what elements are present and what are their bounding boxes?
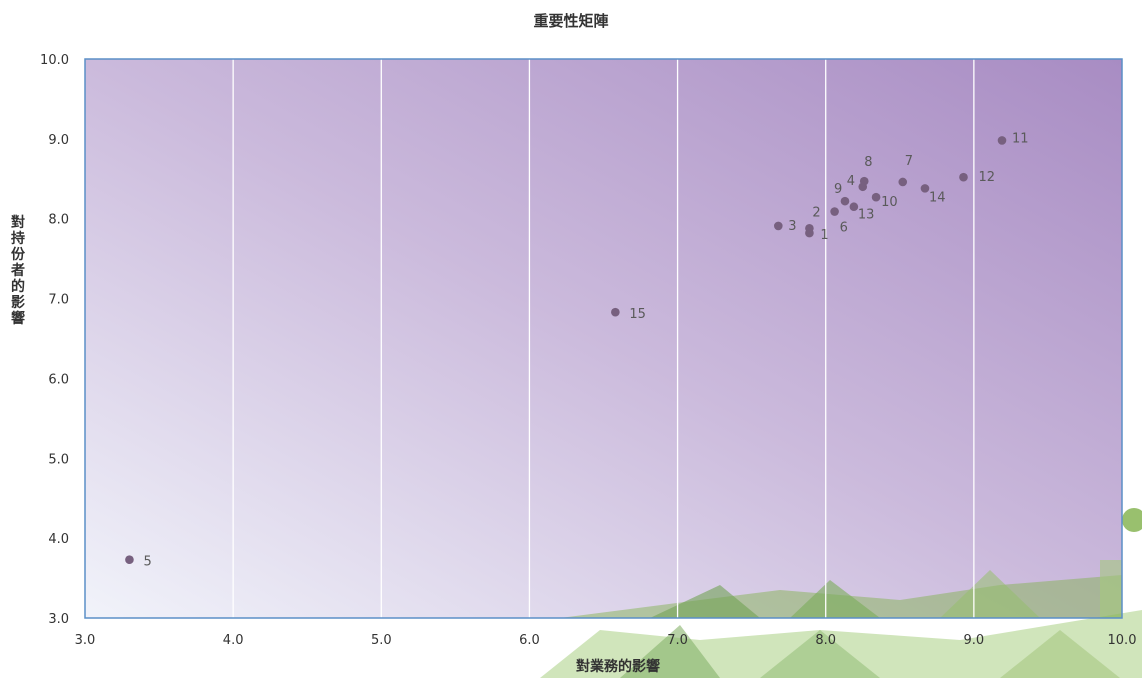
grid-lines [232, 59, 975, 618]
x-axis-ticks: 3.0 4.0 5.0 6.0 7.0 8.0 9.0 10.0 [75, 633, 1137, 648]
data-point-label-1: 1 [820, 228, 828, 243]
data-point-11 [997, 136, 1007, 145]
data-point-label-12: 12 [978, 170, 995, 185]
data-point-label-9: 9 [834, 182, 842, 197]
x-tick-label: 7.0 [667, 633, 688, 648]
x-axis-label: 對業務的影響 [576, 658, 660, 675]
decorative-grass [540, 610, 1142, 678]
x-tick-label: 4.0 [223, 633, 244, 648]
data-point-15 [611, 307, 620, 317]
x-tick-label: 3.0 [75, 633, 96, 648]
data-point-label-10: 10 [881, 195, 898, 210]
y-tick-label: 9.0 [48, 133, 69, 148]
chart-title: 重要性矩陣 [533, 12, 608, 30]
data-point-label-5: 5 [143, 555, 151, 570]
data-point-14 [920, 184, 930, 193]
data-point-10 [871, 192, 881, 202]
data-point-label-13: 13 [858, 208, 875, 223]
data-point-2 [805, 223, 814, 233]
data-point-13 [849, 202, 859, 212]
data-point-label-8: 8 [864, 155, 872, 170]
x-tick-label: 5.0 [371, 633, 392, 648]
y-tick-label: 6.0 [48, 372, 69, 387]
data-point-9 [840, 196, 850, 206]
data-point-7 [898, 177, 908, 187]
x-tick-label: 9.0 [964, 633, 985, 648]
x-tick-label: 10.0 [1108, 633, 1137, 648]
decorative-tree [1122, 508, 1142, 532]
y-tick-label: 10.0 [40, 53, 69, 68]
data-point-label-2: 2 [812, 205, 820, 220]
y-tick-label: 4.0 [48, 532, 69, 547]
y-axis-label: 對持份者的影響 [11, 214, 26, 327]
data-point-label-11: 11 [1012, 131, 1029, 146]
y-tick-label: 3.0 [48, 612, 69, 627]
data-point-label-7: 7 [905, 154, 913, 169]
plot-border [84, 58, 1123, 619]
data-point-3 [774, 221, 783, 231]
data-point-8 [859, 176, 869, 186]
y-axis-ticks: 3.0 4.0 5.0 6.0 7.0 8.0 9.0 10.0 [40, 53, 69, 627]
data-point-12 [959, 172, 968, 182]
y-tick-label: 5.0 [48, 452, 69, 467]
data-point-label-4: 4 [847, 174, 855, 189]
x-tick-label: 6.0 [519, 633, 540, 648]
data-point-label-6: 6 [840, 221, 848, 236]
x-tick-label: 8.0 [815, 633, 836, 648]
plot-area [85, 59, 1122, 618]
data-point-label-15: 15 [629, 307, 646, 322]
data-point-6 [830, 207, 839, 216]
y-tick-label: 7.0 [48, 293, 69, 308]
data-point-label-14: 14 [929, 190, 946, 205]
decorative-illustration [560, 560, 1122, 618]
data-point-5 [125, 555, 134, 565]
y-tick-label: 8.0 [48, 213, 69, 228]
data-point-label-3: 3 [788, 219, 796, 234]
